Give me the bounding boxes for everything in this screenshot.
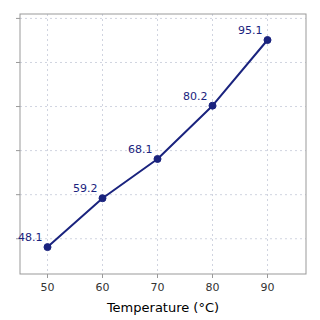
y-tick bbox=[16, 62, 20, 63]
grid-line-y bbox=[20, 106, 306, 107]
x-tick-label: 60 bbox=[96, 281, 110, 294]
y-tick bbox=[16, 150, 20, 151]
grid-line-y bbox=[20, 238, 306, 239]
data-label: 59.2 bbox=[73, 182, 98, 195]
y-tick bbox=[16, 194, 20, 195]
grid bbox=[20, 14, 306, 274]
y-axis bbox=[16, 18, 20, 238]
marker bbox=[44, 244, 51, 251]
y-tick bbox=[16, 106, 20, 107]
grid-line-y bbox=[20, 62, 306, 63]
marker bbox=[209, 102, 216, 109]
x-tick bbox=[267, 274, 268, 278]
chart-container: 50 60 70 80 90 Temperature (°C) 48.1 59.2 68.1 80… bbox=[0, 0, 320, 320]
marker bbox=[264, 37, 271, 44]
x-axis: 50 60 70 80 90 bbox=[41, 274, 275, 294]
grid-line-x bbox=[47, 14, 48, 274]
data-label: 68.1 bbox=[128, 143, 153, 156]
grid-line-y bbox=[20, 150, 306, 151]
grid-line-y bbox=[20, 194, 306, 195]
data-labels: 48.1 59.2 68.1 80.2 95.1 bbox=[18, 24, 263, 244]
x-tick bbox=[102, 274, 103, 278]
marker bbox=[154, 155, 161, 162]
line bbox=[48, 40, 268, 247]
x-tick bbox=[47, 274, 48, 278]
plot-frame bbox=[20, 14, 306, 274]
x-tick-label: 80 bbox=[206, 281, 220, 294]
grid-line-y bbox=[20, 18, 306, 19]
x-tick-label: 70 bbox=[151, 281, 165, 294]
y-tick bbox=[16, 18, 20, 19]
grid-line-x bbox=[212, 14, 213, 274]
marker bbox=[99, 195, 106, 202]
x-axis-label: Temperature (°C) bbox=[106, 300, 219, 315]
data-label: 95.1 bbox=[238, 24, 263, 37]
x-tick-label: 50 bbox=[41, 281, 55, 294]
data-label: 80.2 bbox=[183, 90, 208, 103]
plot-area bbox=[44, 37, 271, 251]
grid-line-x bbox=[102, 14, 103, 274]
data-label: 48.1 bbox=[18, 231, 43, 244]
x-tick bbox=[157, 274, 158, 278]
grid-line-x bbox=[267, 14, 268, 274]
chart: 50 60 70 80 90 Temperature (°C) 48.1 59.2 68.1 80… bbox=[0, 0, 320, 320]
x-tick bbox=[212, 274, 213, 278]
grid-line-x bbox=[157, 14, 158, 274]
x-tick-label: 90 bbox=[261, 281, 275, 294]
